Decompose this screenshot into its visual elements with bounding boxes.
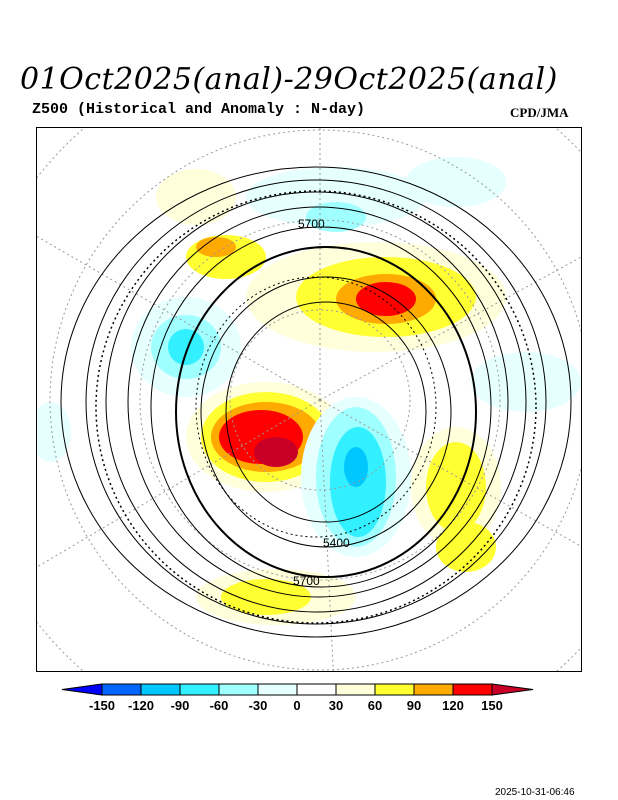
- latitude-circles: [36, 127, 582, 672]
- colorbar-arrow-high: [491, 683, 534, 696]
- colorbar-tick-label: 0: [293, 698, 300, 713]
- colorbar-tick-label: -150: [89, 698, 115, 713]
- map-title: 01Oct2025(anal)-29Oct2025(anal): [20, 62, 558, 97]
- colorbar-tick-labels: -150 -120 -90 -60 -30 0 30 60 90 120 150: [89, 698, 503, 713]
- colorbar-segment: [257, 683, 298, 696]
- colorbar-segment: [335, 683, 376, 696]
- colorbar-segment: [452, 683, 493, 696]
- colorbar-arrow-low: [61, 683, 103, 696]
- colorbar-segment: [296, 683, 337, 696]
- timestamp: 2025-10-31-06:46: [495, 787, 575, 798]
- z500-anomaly-map: 5700 5400 5700: [36, 127, 582, 672]
- contour-label: 5400: [323, 536, 350, 550]
- colorbar-tick-label: 30: [329, 698, 343, 713]
- colorbar-tick-label: 90: [407, 698, 421, 713]
- contour-label: 5700: [293, 574, 320, 588]
- colorbar-tick-label: 60: [368, 698, 382, 713]
- colorbar-segment: [179, 683, 220, 696]
- agency-label: CPD/JMA: [510, 105, 569, 120]
- colorbar-tick-label: 150: [481, 698, 503, 713]
- colorbar-segment: [101, 683, 142, 696]
- color-bar: -150 -120 -90 -60 -30 0 30 60 90 120 150: [61, 683, 534, 713]
- colorbar-tick-label: 120: [442, 698, 464, 713]
- colorbar-segment: [140, 683, 181, 696]
- colorbar-segment: [218, 683, 259, 696]
- height-contours: [60, 166, 572, 638]
- colorbar-tick-label: -60: [210, 698, 229, 713]
- contour-label: 5700: [298, 217, 325, 231]
- colorbar-tick-label: -120: [128, 698, 154, 713]
- colorbar-segment: [374, 683, 415, 696]
- colorbar-tick-label: -30: [249, 698, 268, 713]
- map-subtitle: Z500 (Historical and Anomaly : N-day): [32, 101, 366, 118]
- colorbar-segment: [413, 683, 454, 696]
- colorbar-tick-label: -90: [171, 698, 190, 713]
